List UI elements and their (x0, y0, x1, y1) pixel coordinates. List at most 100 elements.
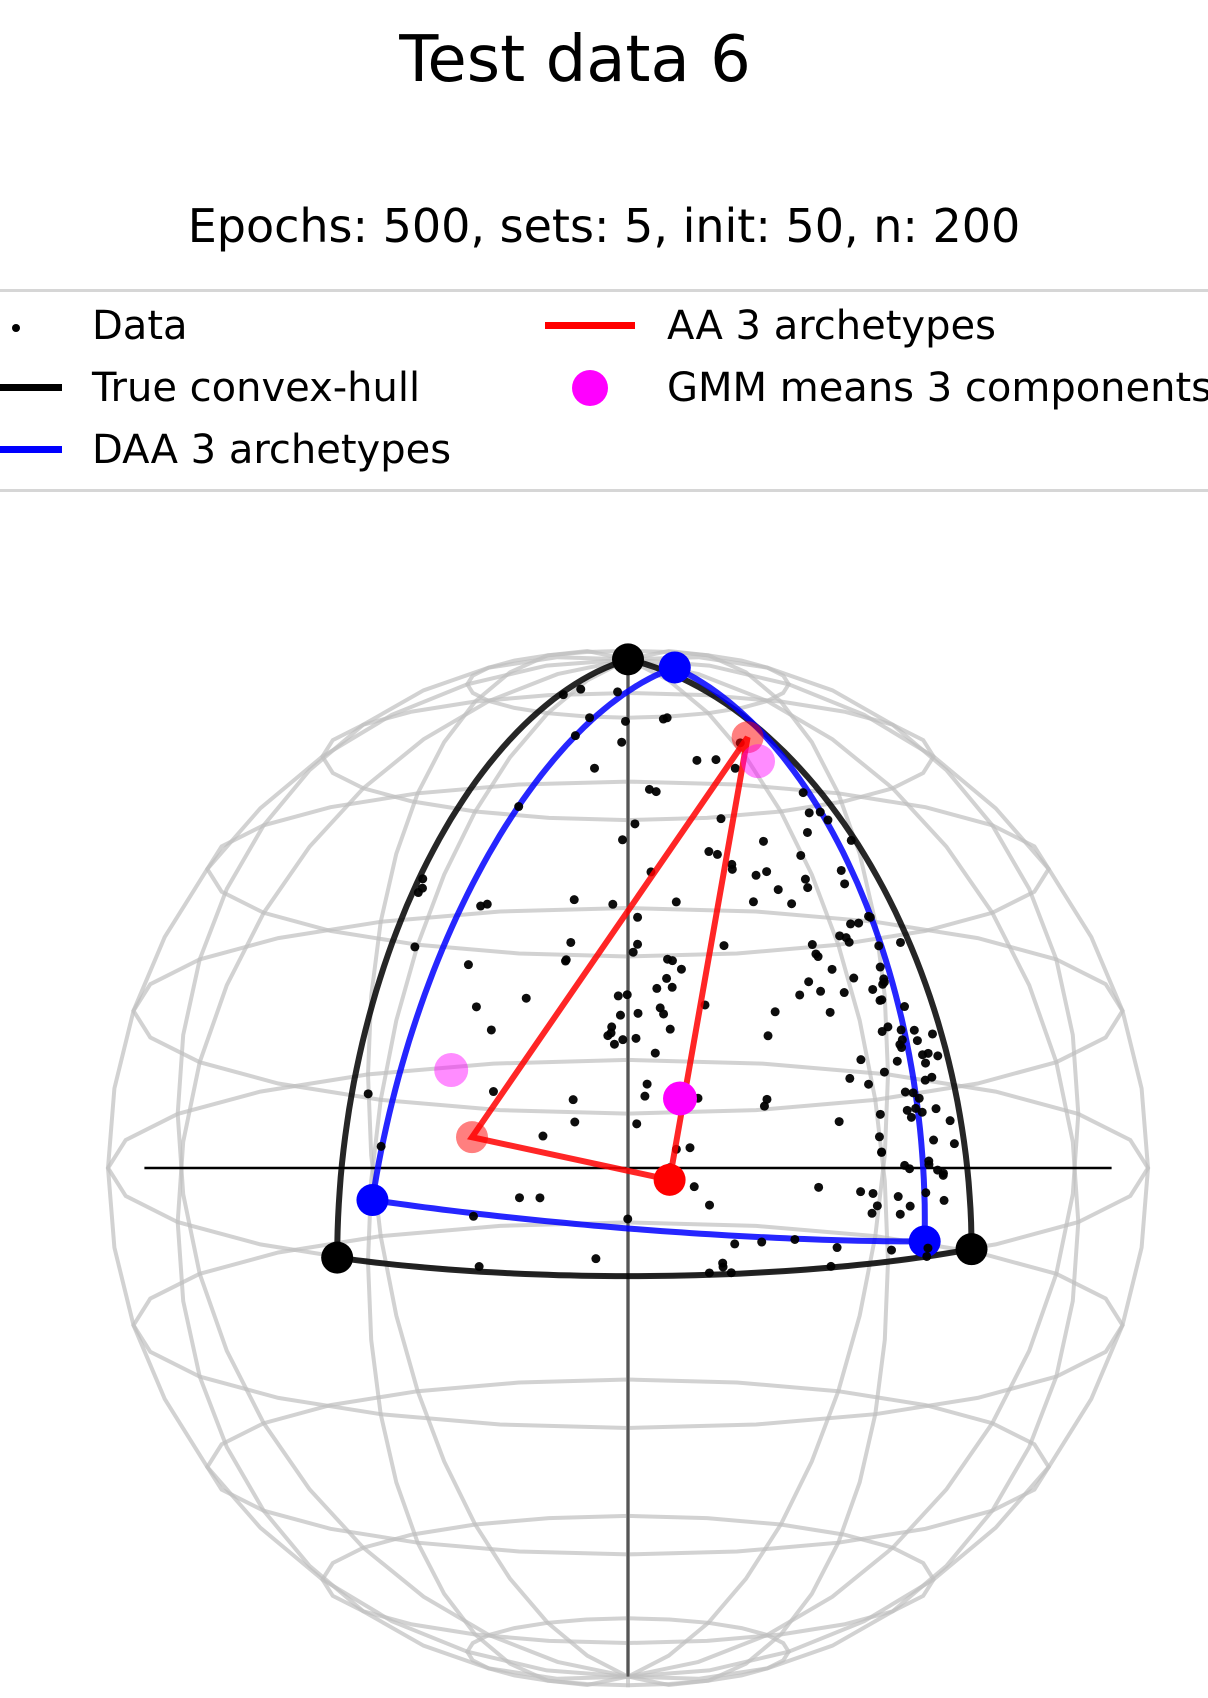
gmm-means (434, 744, 775, 1116)
sphere-longitude-line (105, 657, 629, 1679)
daa-vertex (356, 1184, 389, 1217)
data-point (929, 1135, 939, 1145)
data-point (790, 1234, 800, 1244)
data-point (658, 714, 668, 724)
sphere-longitude-line (627, 657, 1081, 1681)
data-point (608, 899, 618, 909)
data-point (909, 1025, 919, 1035)
data-point (514, 1193, 524, 1203)
data-point (839, 988, 849, 998)
data-point (418, 874, 428, 884)
data-point (622, 990, 632, 1000)
data-point (770, 1007, 780, 1017)
data-point (468, 1211, 478, 1221)
data-point (417, 883, 427, 893)
data-point (570, 1117, 580, 1127)
hull-edge (336, 1246, 973, 1280)
data-point (911, 1103, 921, 1113)
data-point (897, 1035, 907, 1045)
data-point (762, 867, 772, 877)
data-point (846, 919, 856, 929)
aa-archetypes (456, 721, 764, 1196)
data-point (773, 885, 783, 895)
data-point (939, 1195, 949, 1205)
data-point (655, 1003, 665, 1013)
data-point (796, 850, 806, 860)
data-point (879, 977, 889, 987)
data-point (931, 1104, 941, 1114)
data-point (875, 962, 885, 972)
data-point (676, 964, 686, 974)
data-point (689, 1182, 699, 1192)
data-point (474, 1262, 484, 1272)
data-point (900, 1002, 910, 1012)
data-point (949, 1139, 959, 1149)
data-point (716, 814, 726, 824)
data-point (727, 859, 737, 869)
data-point (705, 1200, 715, 1210)
data-point (832, 1243, 842, 1253)
data-point (923, 1048, 933, 1058)
data-point (613, 687, 623, 697)
data-point (845, 1073, 855, 1083)
data-point (856, 1055, 866, 1065)
data-point (613, 991, 623, 1001)
data-point (570, 731, 580, 741)
data-point (514, 802, 524, 812)
data-point (804, 977, 814, 987)
data-point (591, 1254, 601, 1264)
aa-vertex (731, 721, 764, 754)
hull-vertex (955, 1233, 988, 1266)
data-point (927, 1029, 937, 1039)
data-point (856, 1187, 866, 1197)
legend-item-gmm: GMM means 3 components (545, 360, 1208, 416)
data-point (620, 716, 630, 726)
data-point (606, 1028, 616, 1038)
data-point (892, 1056, 902, 1066)
data-point (840, 879, 850, 889)
data-point (590, 763, 600, 773)
data-point (642, 1079, 652, 1089)
data-point (615, 1010, 625, 1020)
data-point (816, 986, 826, 996)
data-point (685, 1143, 695, 1153)
data-point (632, 1119, 642, 1129)
data-point (410, 942, 420, 952)
data-point (917, 1107, 927, 1117)
data-points (363, 684, 959, 1278)
daa-edge (371, 1197, 925, 1245)
data-point (921, 1188, 931, 1198)
daa-edge (369, 664, 676, 1201)
hull-vertex (321, 1241, 354, 1274)
data-point (787, 899, 797, 909)
data-point (914, 1093, 924, 1103)
data-point (896, 1025, 906, 1035)
data-point (535, 1193, 545, 1203)
data-point (826, 1261, 836, 1271)
data-point (868, 984, 878, 994)
data-point (759, 1101, 769, 1111)
data-point (376, 1141, 386, 1151)
legend-swatch-true-hull (0, 384, 62, 391)
data-point (849, 973, 859, 983)
gmm-mean (434, 1052, 469, 1087)
data-point (908, 1088, 918, 1098)
data-point (488, 1087, 498, 1097)
data-point (893, 1192, 903, 1202)
data-point (923, 1243, 933, 1253)
data-point (938, 1170, 948, 1180)
data-point (823, 815, 833, 825)
data-point (867, 1208, 877, 1218)
data-point (803, 883, 813, 893)
data-point (718, 1258, 728, 1268)
data-point (927, 1072, 937, 1082)
data-point (569, 895, 579, 905)
data-point (814, 1182, 824, 1192)
legend-swatch-aa (545, 322, 635, 329)
data-point (905, 1201, 915, 1211)
data-point (804, 808, 814, 818)
data-point (877, 995, 887, 1005)
legend-swatch-daa (0, 446, 62, 453)
legend-item-aa: AA 3 archetypes (545, 298, 1208, 354)
data-point (558, 690, 568, 700)
